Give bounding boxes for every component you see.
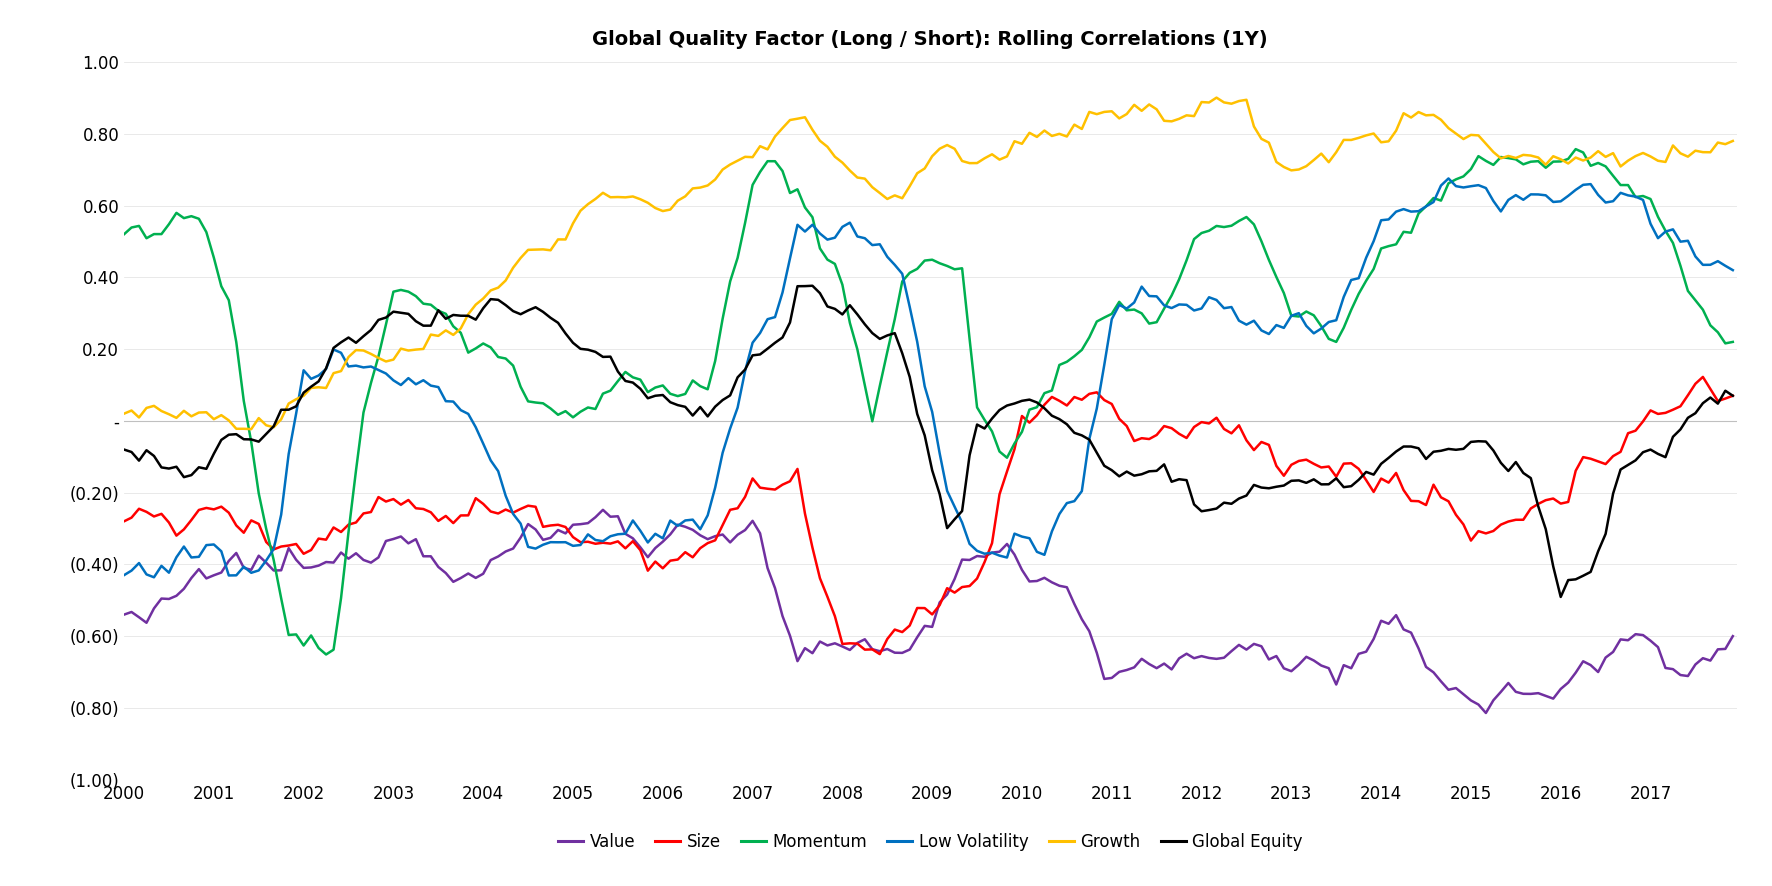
- Size: [1483, 525, 1504, 536]
- Momentum: [480, 342, 501, 353]
- Momentum: [525, 397, 546, 408]
- Growth: [241, 424, 262, 434]
- Momentum: [1722, 337, 1744, 347]
- Momentum: [315, 649, 337, 660]
- Momentum: [1356, 276, 1377, 286]
- Momentum: [1049, 360, 1070, 370]
- Line: Low Volatility: Low Volatility: [124, 178, 1733, 578]
- Growth: [1049, 128, 1070, 139]
- Size: [473, 499, 494, 509]
- Momentum: [1565, 144, 1586, 154]
- Line: Value: Value: [124, 509, 1733, 713]
- Value: [1490, 687, 1512, 697]
- Value: [592, 504, 613, 515]
- Value: [517, 518, 539, 529]
- Title: Global Quality Factor (Long / Short): Rolling Correlations (1Y): Global Quality Factor (Long / Short): Ro…: [592, 30, 1269, 50]
- Growth: [1363, 128, 1384, 139]
- Value: [1033, 572, 1054, 583]
- Global Equity: [1033, 403, 1054, 414]
- Low Volatility: [1033, 549, 1054, 560]
- Size: [1722, 391, 1744, 401]
- Growth: [1207, 92, 1228, 103]
- Global Equity: [113, 444, 135, 455]
- Low Volatility: [1722, 265, 1744, 276]
- Global Equity: [1049, 414, 1070, 424]
- Global Equity: [1356, 467, 1377, 478]
- Global Equity: [1483, 445, 1504, 455]
- Size: [868, 649, 890, 659]
- Momentum: [1483, 159, 1504, 170]
- Low Volatility: [1490, 206, 1512, 217]
- Value: [113, 610, 135, 620]
- Global Equity: [801, 281, 822, 291]
- Growth: [113, 408, 135, 419]
- Growth: [1490, 153, 1512, 164]
- Line: Growth: Growth: [124, 97, 1733, 429]
- Global Equity: [473, 303, 494, 314]
- Line: Global Equity: Global Equity: [124, 286, 1733, 597]
- Size: [113, 516, 135, 526]
- Size: [1049, 395, 1070, 406]
- Value: [1049, 580, 1070, 591]
- Size: [1356, 475, 1377, 486]
- Low Volatility: [144, 572, 165, 583]
- Low Volatility: [1049, 509, 1070, 519]
- Momentum: [113, 229, 135, 239]
- Low Volatility: [1437, 173, 1458, 183]
- Value: [473, 569, 494, 579]
- Size: [1692, 371, 1714, 382]
- Growth: [525, 245, 546, 255]
- Value: [1722, 631, 1744, 641]
- Size: [517, 501, 539, 511]
- Growth: [480, 285, 501, 296]
- Growth: [1722, 136, 1744, 146]
- Value: [1476, 708, 1497, 719]
- Momentum: [1033, 388, 1054, 399]
- Low Volatility: [480, 455, 501, 466]
- Growth: [1033, 125, 1054, 136]
- Low Volatility: [1356, 253, 1377, 263]
- Line: Momentum: Momentum: [124, 149, 1733, 655]
- Global Equity: [1722, 391, 1744, 401]
- Global Equity: [517, 305, 539, 315]
- Line: Size: Size: [124, 377, 1733, 654]
- Low Volatility: [525, 543, 546, 554]
- Low Volatility: [113, 570, 135, 580]
- Global Equity: [1550, 592, 1572, 602]
- Legend: Value, Size, Momentum, Low Volatility, Growth, Global Equity: Value, Size, Momentum, Low Volatility, G…: [551, 826, 1310, 858]
- Value: [1356, 647, 1377, 657]
- Size: [1033, 400, 1054, 410]
